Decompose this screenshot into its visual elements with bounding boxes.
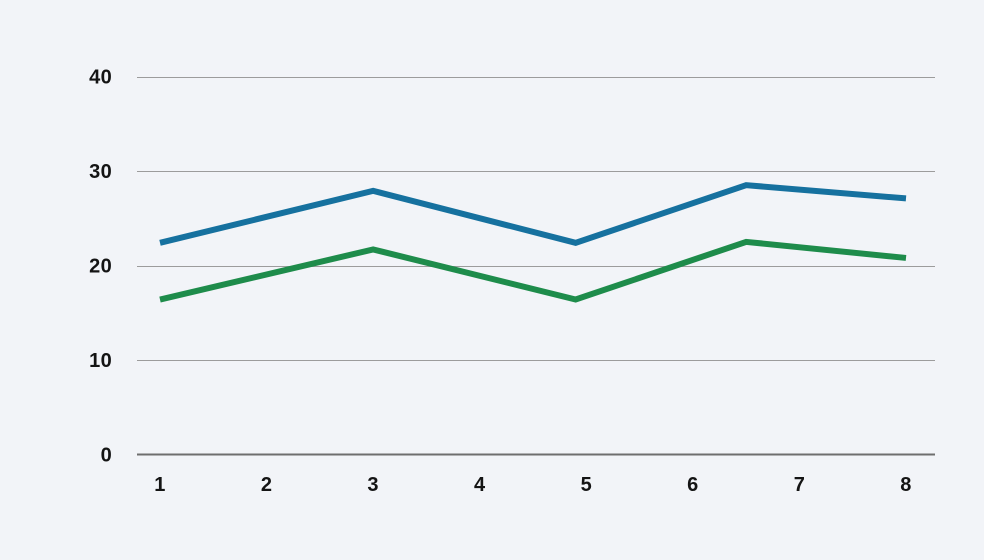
x-tick-label: 1: [154, 474, 165, 496]
x-tick-label: 7: [794, 474, 805, 496]
x-tick-label: 8: [900, 474, 911, 496]
green-series-line: [159, 238, 907, 303]
y-tick-label: 40: [89, 67, 112, 89]
x-tick-label: 5: [581, 474, 592, 496]
blue-series-line: [159, 182, 907, 246]
x-tick-label: 2: [261, 474, 272, 496]
y-tick-label: 10: [89, 350, 112, 372]
y-tick-label: 30: [89, 161, 112, 183]
series-group: [159, 182, 907, 303]
x-tick-label: 3: [367, 474, 378, 496]
gridlines-group: [137, 77, 935, 456]
x-tick-label: 6: [687, 474, 698, 496]
x-tick-label: 4: [474, 474, 486, 496]
axis-labels-group: 0 10 20 30 40 1 2 3 4 5 6 7 8: [89, 67, 911, 497]
y-tick-label: 20: [89, 256, 112, 278]
y-tick-label: 0: [101, 445, 112, 467]
